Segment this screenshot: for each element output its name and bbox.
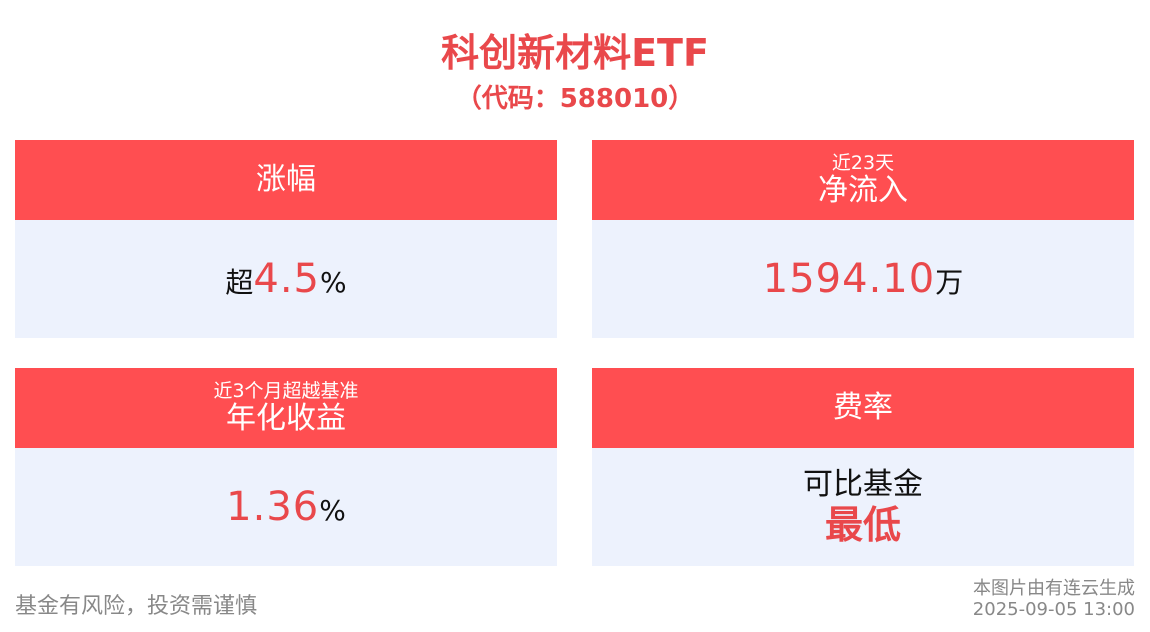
value-number: 1.36 <box>226 484 320 530</box>
card-label: 年化收益 <box>226 401 346 436</box>
card-label: 涨幅 <box>256 162 316 197</box>
card: 费率 可比基金 最低 <box>592 368 1134 566</box>
card-label: 净流入 <box>818 173 908 208</box>
timestamp: 2025-09-05 13:00 <box>972 599 1135 620</box>
card: 涨幅 超4.5% <box>15 140 557 338</box>
card-header: 费率 <box>592 368 1134 448</box>
title: 科创新材料ETF <box>441 31 709 75</box>
card-sublabel: 近3个月超越基准 <box>213 380 359 402</box>
card: 近3个月超越基准 年化收益 1.36% <box>15 368 557 566</box>
card-sublabel: 近23天 <box>831 152 895 174</box>
card-header: 近23天 净流入 <box>592 140 1134 220</box>
source: 本图片由有连云生成 <box>973 578 1135 599</box>
card-body: 1594.10万 <box>592 220 1134 338</box>
value-highlight: 最低 <box>824 503 901 547</box>
card-body: 1.36% <box>15 448 557 566</box>
value-prefix: 超 <box>225 266 254 299</box>
value-unit: % <box>319 494 346 527</box>
disclaimer: 基金有风险，投资需谨慎 <box>15 594 258 619</box>
card-body: 可比基金 最低 <box>592 448 1134 566</box>
subtitle: （代码：588010） <box>455 84 695 114</box>
card-header: 涨幅 <box>15 140 557 220</box>
value-line: 可比基金 <box>803 467 923 502</box>
value-unit: 万 <box>935 266 964 299</box>
card-header: 近3个月超越基准 年化收益 <box>15 368 557 448</box>
card-label: 费率 <box>833 390 893 425</box>
card-body: 超4.5% <box>15 220 557 338</box>
footer-info: 本图片由有连云生成 2025-09-05 13:00 <box>973 578 1135 620</box>
value-number: 1594.10 <box>762 256 936 302</box>
value-number: 4.5 <box>253 256 321 302</box>
value-unit: % <box>320 266 347 299</box>
card: 近23天 净流入 1594.10万 <box>592 140 1134 338</box>
